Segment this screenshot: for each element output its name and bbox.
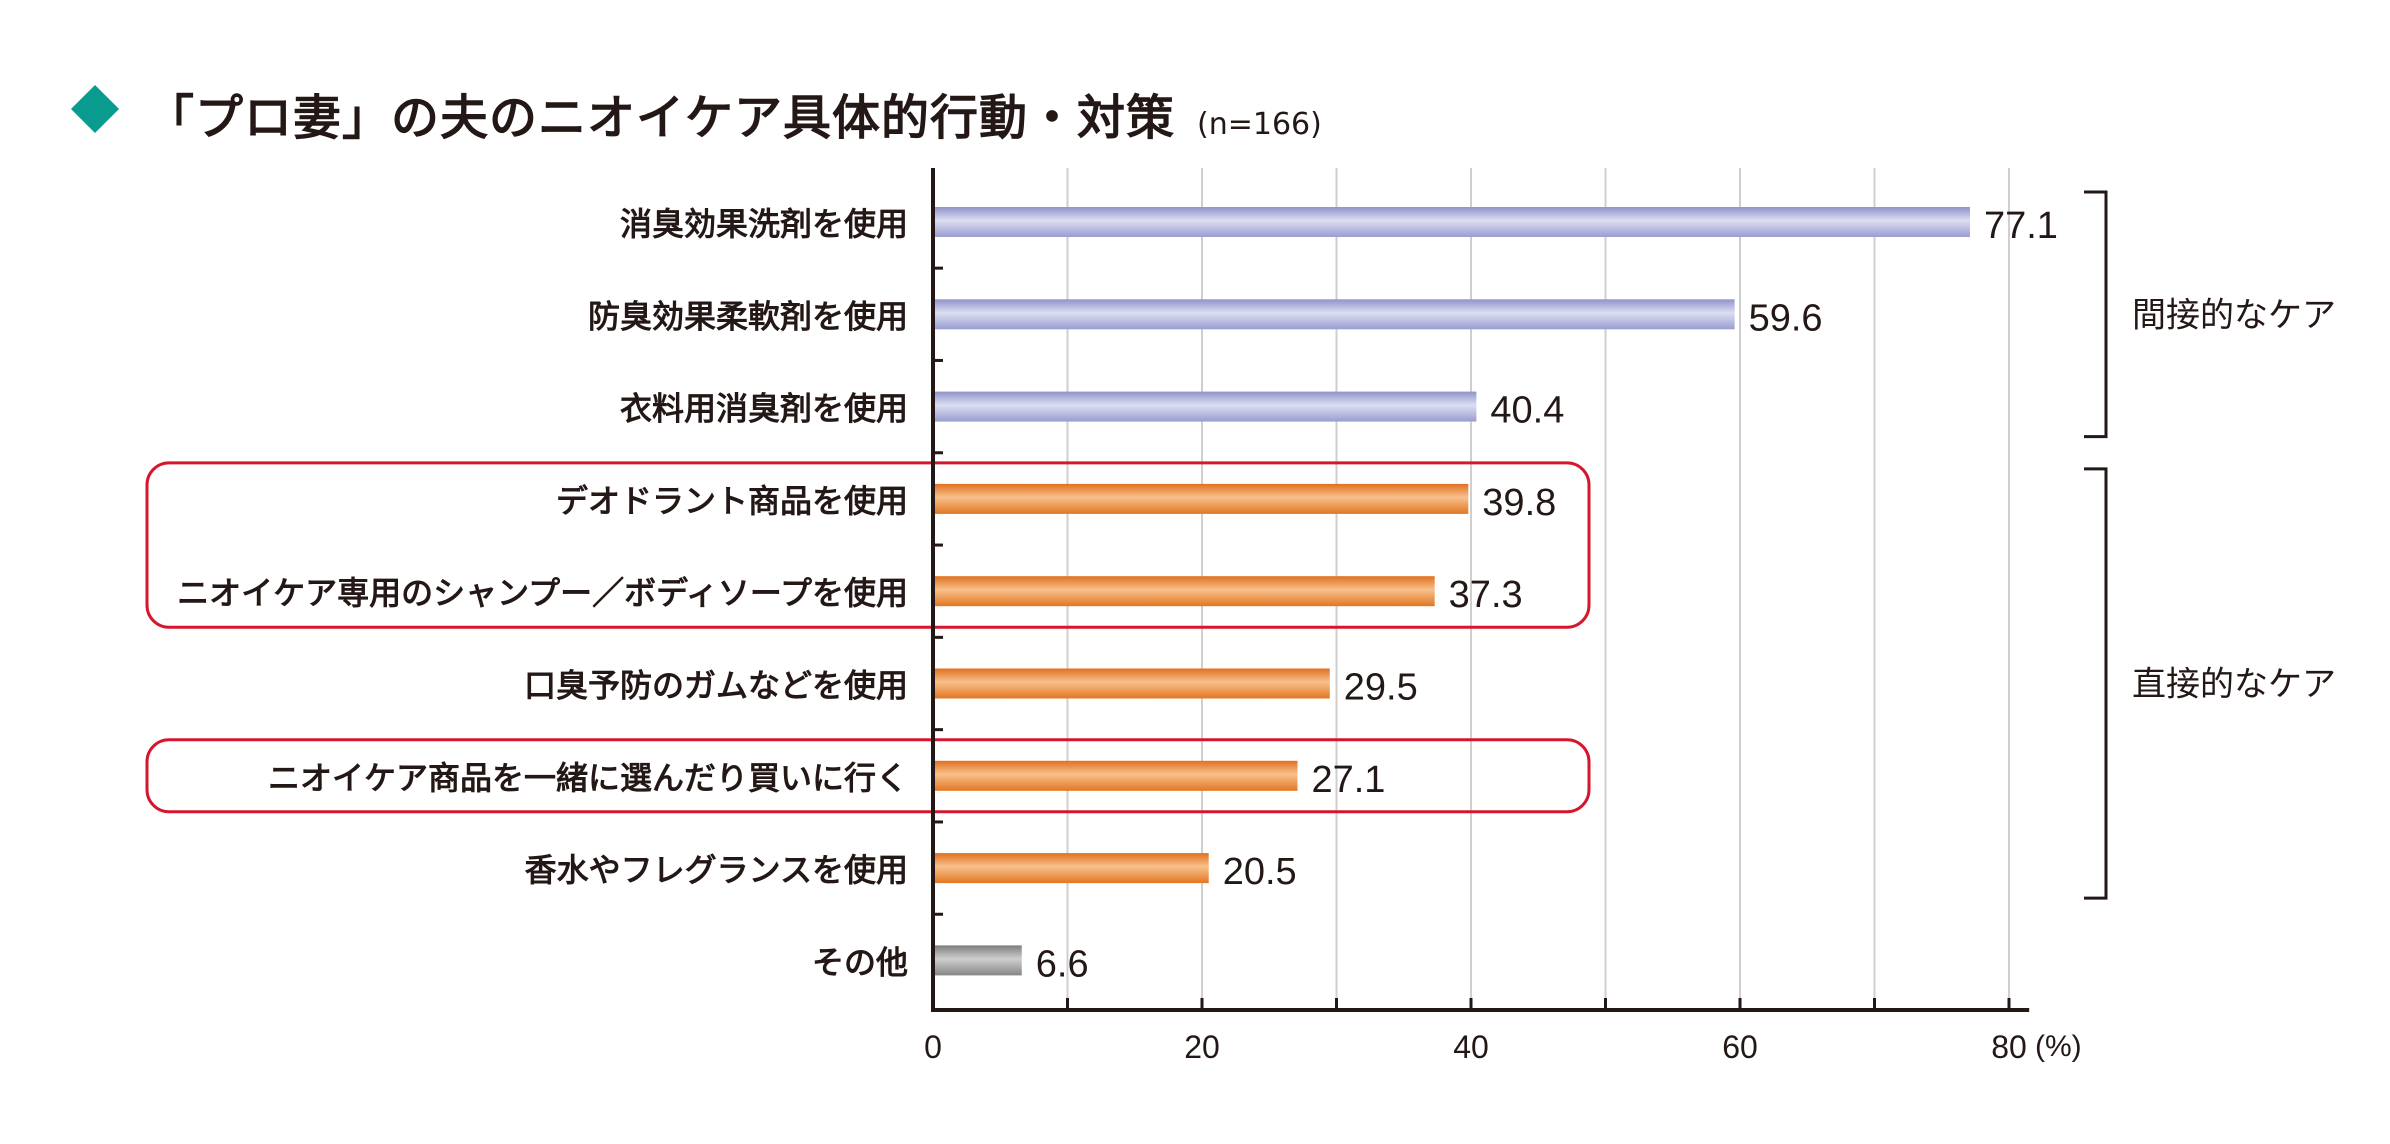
group-bracket-label: 直接的なケア [2132, 666, 2336, 704]
sample-size-note: (n=166) [1197, 107, 1322, 142]
category-label: 衣料用消臭剤を使用 [620, 391, 908, 427]
x-tick-label: 0 [924, 1029, 942, 1065]
bar [933, 299, 1735, 330]
value-label: 6.6 [1036, 943, 1089, 985]
highlight-layer [145, 461, 1591, 814]
category-label: デオドラント商品を使用 [556, 483, 908, 519]
value-label: 20.5 [1223, 851, 1297, 893]
bar [933, 483, 1469, 514]
axis-layer: 0 20 40 60 80 (%) [924, 168, 2082, 1065]
group-bracket-label: 間接的なケア [2132, 296, 2336, 334]
bar [933, 668, 1330, 699]
chart-title-row: 「プロ妻」の夫のニオイケア具体的行動・対策 (n=166) [70, 78, 1322, 148]
group-bracket [2084, 190, 2108, 439]
category-label: ニオイケア専用のシャンプー／ボディソープを使用 [177, 575, 908, 611]
bar [933, 576, 1435, 607]
chart-title: 「プロ妻」の夫のニオイケア具体的行動・対策 [146, 90, 1176, 146]
x-unit-label: (%) [2035, 1030, 2082, 1063]
category-label: 消臭効果洗剤を使用 [620, 206, 908, 242]
highlight-box [145, 461, 1591, 629]
label-layer: 消臭効果洗剤を使用 77.1 防臭効果柔軟剤を使用 59.6 衣料用消臭剤を使用 40.4… [177, 205, 2058, 985]
value-label: 29.5 [1344, 667, 1418, 709]
value-label: 37.3 [1449, 574, 1523, 616]
bar-layer [933, 207, 1970, 976]
category-label: 口臭予防のガムなどを使用 [524, 668, 908, 704]
group-bracket [2084, 467, 2108, 900]
bar [933, 945, 1022, 976]
x-tick-label: 60 [1722, 1029, 1758, 1065]
value-label: 40.4 [1490, 390, 1564, 432]
value-label: 27.1 [1311, 759, 1385, 801]
category-label: その他 [812, 944, 908, 980]
value-label: 77.1 [1984, 205, 2058, 247]
bar [933, 207, 1970, 237]
value-label: 59.6 [1749, 297, 1823, 339]
x-tick-label: 40 [1453, 1029, 1489, 1065]
category-label: 香水やフレグランスを使用 [525, 852, 908, 888]
category-label: 防臭効果柔軟剤を使用 [588, 298, 908, 334]
category-label: ニオイケア商品を一緒に選んだり買いに行く [268, 760, 908, 796]
value-label: 39.8 [1482, 482, 1556, 524]
highlight-box [145, 738, 1591, 814]
x-tick-label: 80 [1991, 1029, 2027, 1065]
bar [933, 760, 1298, 791]
bar [933, 853, 1209, 884]
x-tick-label: 20 [1184, 1029, 1220, 1065]
bar [933, 391, 1477, 422]
